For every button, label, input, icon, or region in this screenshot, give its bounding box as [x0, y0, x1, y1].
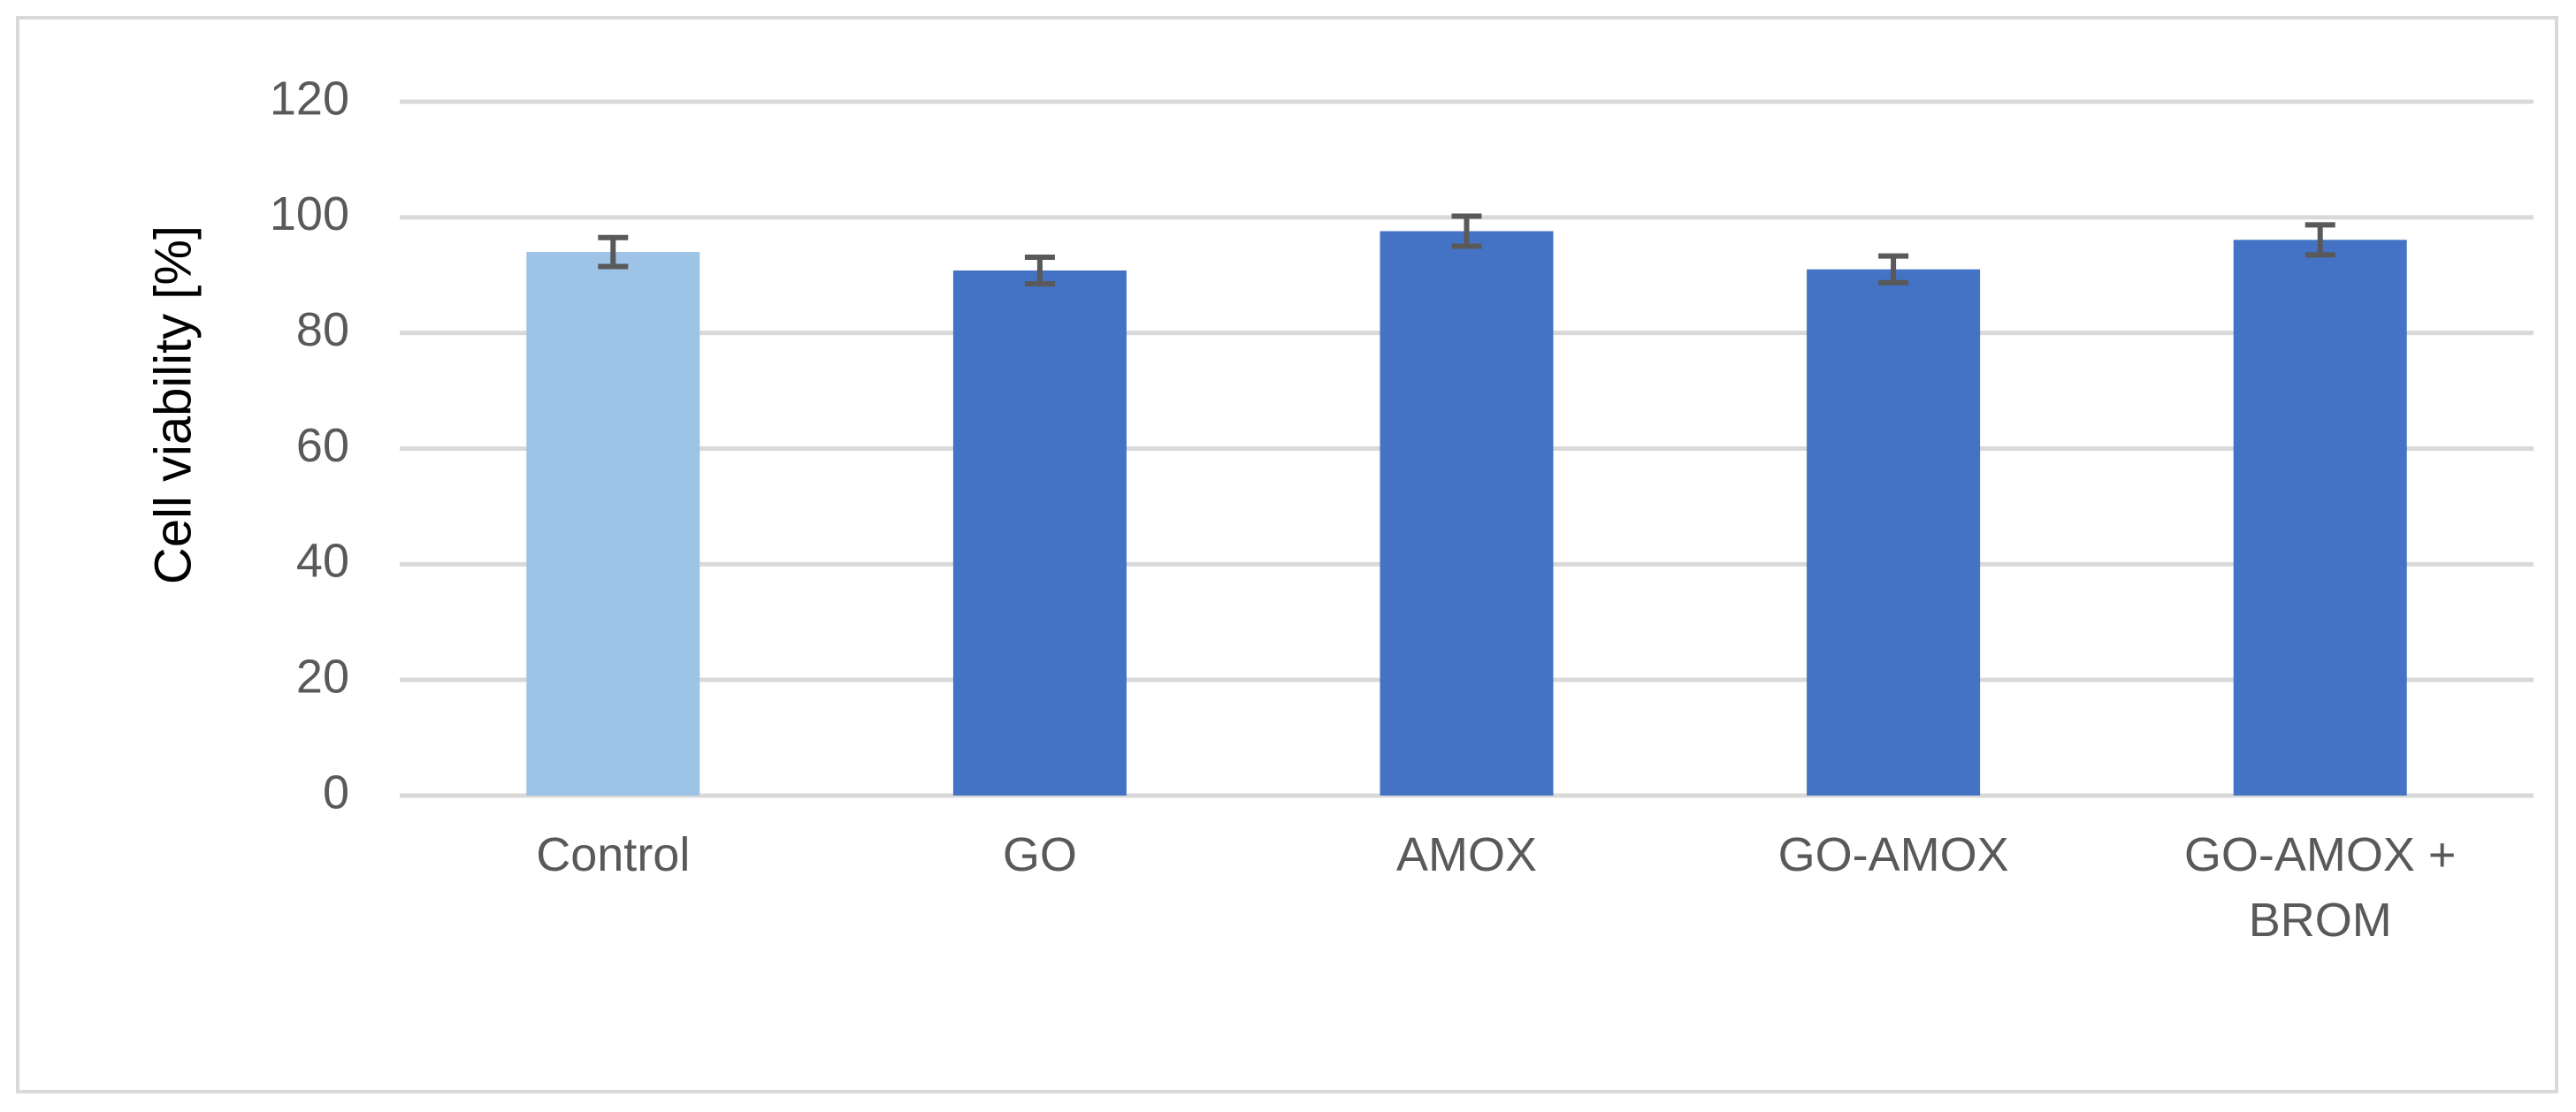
- x-category-label-line: AMOX: [1396, 828, 1537, 881]
- x-category-label-line: GO-AMOX +: [2184, 828, 2457, 881]
- x-category-label-line: Control: [536, 828, 690, 881]
- y-tick-label: 120: [270, 72, 349, 125]
- y-axis-title: Cell viability [%]: [144, 225, 202, 584]
- x-category-label: AMOX: [1396, 828, 1537, 881]
- error-bars: [598, 213, 2335, 287]
- bar: [2233, 240, 2407, 796]
- x-category-label: GO: [1003, 828, 1077, 881]
- bar: [1807, 269, 1981, 796]
- y-tick-label: 20: [296, 650, 349, 703]
- y-tick-label: 0: [323, 765, 349, 819]
- y-tick-label: 100: [270, 187, 349, 240]
- bar: [1380, 231, 1554, 796]
- x-category-label-line: GO-AMOX: [1778, 828, 2009, 881]
- chart-frame: [16, 16, 2558, 1093]
- x-category-label: GO-AMOX + BROM: [2184, 828, 2457, 947]
- y-tick-label: 40: [296, 535, 349, 588]
- bar: [526, 252, 700, 796]
- x-category-label-line: BROM: [2249, 894, 2392, 947]
- x-category-label-line: GO: [1003, 828, 1077, 881]
- x-axis-categories: Control GO AMOX GO-AMOX GO-AMOX + BROM: [536, 828, 2456, 947]
- bars: [526, 231, 2407, 796]
- y-axis-ticks: 0 20 40 60 80 100 120: [270, 72, 349, 819]
- x-category-label: GO-AMOX: [1778, 828, 2009, 881]
- y-tick-label: 80: [296, 303, 349, 356]
- y-tick-label: 60: [296, 419, 349, 472]
- x-category-label: Control: [536, 828, 690, 881]
- bar: [952, 270, 1127, 796]
